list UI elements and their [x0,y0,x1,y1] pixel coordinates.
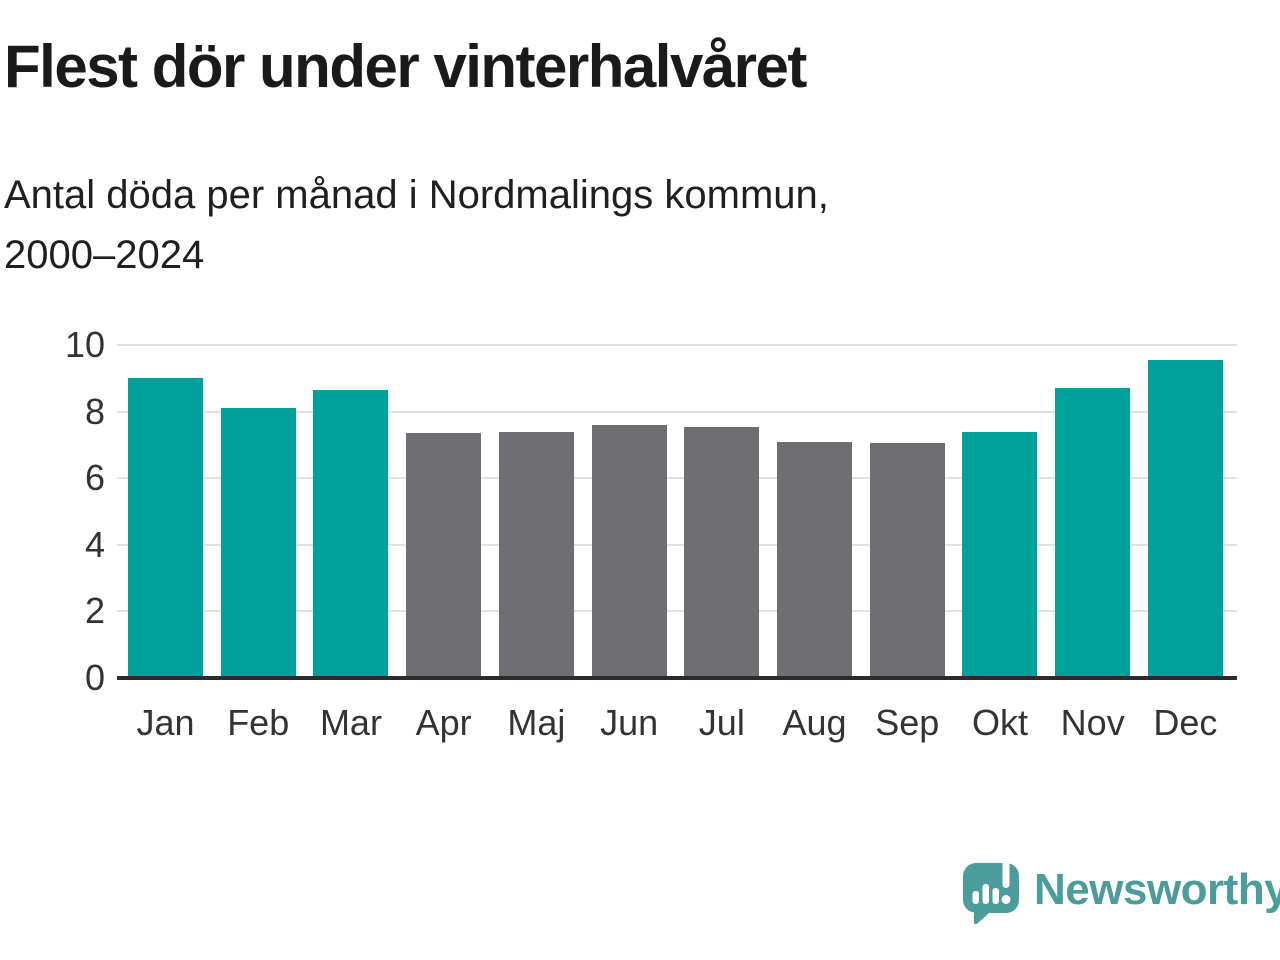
bar-jan [128,378,203,678]
bar-maj [498,431,574,678]
x-tick-jan: Jan [136,702,195,743]
chart-subtitle: Antal döda per månad i Nordmalings kommu… [4,165,829,285]
bar-jul [684,426,760,678]
chart-subtitle-line1: Antal döda per månad i Nordmalings kommu… [4,173,829,217]
x-tick-maj: Maj [507,702,566,743]
y-tick-4: 4 [84,523,105,565]
gridline-6 [117,477,1237,480]
bar-sep [869,443,945,678]
bar-nov [1055,388,1131,678]
bar-apr [406,433,482,678]
page-title: Flest dör under vinterhalvåret [4,33,807,100]
bar-feb [220,408,296,678]
chart-subtitle-line2: 2000–2024 [4,233,205,277]
x-axis-line [117,676,1237,680]
x-tick-apr: Apr [415,702,472,743]
x-tick-aug: Aug [782,702,847,743]
y-tick-10: 10 [64,324,105,365]
plot-area [117,344,1237,680]
brand-logo: Newsworthy [962,855,1280,925]
x-tick-dec: Dec [1153,702,1218,743]
y-axis-labels: 0 2 4 6 8 10 [20,324,105,698]
y-tick-0: 0 [84,657,105,698]
x-tick-feb: Feb [227,702,290,743]
bars-container [117,345,1237,678]
gridline-4 [117,543,1237,546]
x-tick-mar: Mar [319,702,382,743]
gridline-2 [117,610,1237,613]
brand-name: Newsworthy [1034,865,1280,914]
bar-mar [313,389,389,678]
y-tick-8: 8 [84,390,105,432]
newsworthy-logo-icon [962,855,1020,925]
x-axis-labels: Jan Feb Mar Apr Maj Jun Jul Aug Sep Okt Nov Dec [117,702,1237,744]
x-tick-okt: Okt [971,702,1028,743]
y-tick-6: 6 [84,457,105,499]
bar-jun [591,424,667,678]
x-tick-jun: Jun [600,702,659,743]
x-tick-nov: Nov [1060,702,1125,743]
bar-dec [1147,360,1223,678]
x-tick-sep: Sep [875,702,940,743]
y-tick-2: 2 [84,590,105,632]
bar-aug [777,441,853,678]
gridline-8 [117,410,1237,413]
x-tick-jul: Jul [698,702,745,743]
bar-okt [962,431,1038,678]
gridline-10 [117,344,1237,346]
